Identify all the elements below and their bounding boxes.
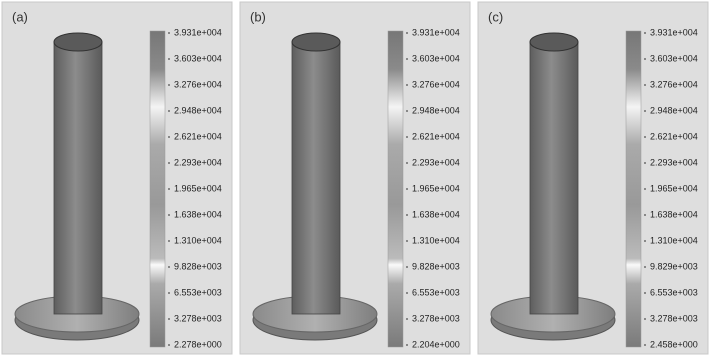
cylinder-body (292, 42, 340, 314)
cylinder-top (292, 33, 340, 51)
scale-label: 2.621e+004 (174, 131, 222, 141)
scale-label: 3.931e+004 (412, 27, 460, 37)
scale-label: 2.948e+004 (174, 105, 222, 115)
scale-label: 3.603e+004 (412, 53, 460, 63)
scale-label: 3.278e+003 (412, 313, 460, 323)
scale-label: 3.278e+003 (650, 313, 698, 323)
scale-label: 3.603e+004 (174, 53, 222, 63)
scale-label: 1.638e+004 (412, 209, 460, 219)
scale-label: 2.293e+004 (412, 157, 460, 167)
scale-label: 3.603e+004 (650, 53, 698, 63)
scale-label: 6.553e+003 (412, 287, 460, 297)
scale-label: 2.278e+000 (174, 339, 222, 349)
panel-label: (a) (12, 9, 28, 24)
panel: (b) 3.931e+004 3.603e+004 3.276e+004 2.948e+… (240, 2, 470, 354)
cylinder-top (530, 33, 578, 51)
scale-label: 2.621e+004 (412, 131, 460, 141)
panel-label: (c) (488, 9, 503, 24)
scale-label: 2.458e+000 (650, 339, 698, 349)
scale-label: 9.828e+003 (174, 261, 222, 271)
scale-label: 6.553e+003 (174, 287, 222, 297)
scale-label: 1.965e+004 (650, 183, 698, 193)
scale-label: 3.931e+004 (174, 27, 222, 37)
scale-label: 1.310e+004 (650, 235, 698, 245)
scale-label: 3.931e+004 (650, 27, 698, 37)
scale-label: 2.948e+004 (650, 105, 698, 115)
panel: (c) 3.931e+004 3.603e+004 3.276e+004 2.948e+… (478, 2, 708, 354)
cylinder-body (54, 42, 102, 314)
scale-label: 6.553e+003 (650, 287, 698, 297)
panel: (a) 3.931e+004 3.603e+004 3.276e+004 2.948e+… (2, 2, 232, 354)
scale-label: 2.293e+004 (650, 157, 698, 167)
scale-label: 3.278e+003 (174, 313, 222, 323)
scale-label: 1.310e+004 (174, 235, 222, 245)
scale-label: 3.276e+004 (650, 79, 698, 89)
scale-label: 1.965e+004 (412, 183, 460, 193)
panel-label: (b) (250, 9, 266, 24)
figure: (a) 3.931e+004 3.603e+004 3.276e+004 2.948e+… (0, 0, 710, 356)
scale-label: 3.276e+004 (174, 79, 222, 89)
scale-label: 9.828e+003 (412, 261, 460, 271)
scale-label: 2.621e+004 (650, 131, 698, 141)
scale-label: 2.948e+004 (412, 105, 460, 115)
scale-label: 2.204e+000 (412, 339, 460, 349)
color-bar (626, 31, 641, 347)
color-bar (150, 31, 165, 347)
scale-label: 1.638e+004 (650, 209, 698, 219)
scale-label: 1.965e+004 (174, 183, 222, 193)
color-bar (388, 31, 403, 347)
cylinder-body (530, 42, 578, 314)
scale-label: 3.276e+004 (412, 79, 460, 89)
scale-label: 2.293e+004 (174, 157, 222, 167)
scale-label: 1.310e+004 (412, 235, 460, 245)
scale-label: 9.829e+003 (650, 261, 698, 271)
cylinder-top (54, 33, 102, 51)
scale-label: 1.638e+004 (174, 209, 222, 219)
